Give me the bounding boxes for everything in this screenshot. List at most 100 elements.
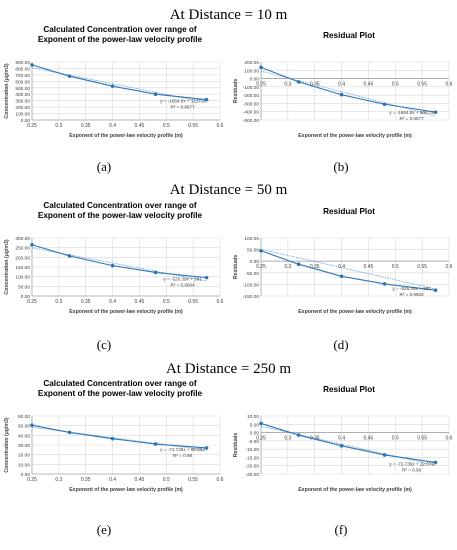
panel-label-c: (c) (96, 337, 112, 352)
trendline-equation: y = -526.39x + 381 (163, 277, 202, 282)
data-point (30, 63, 34, 67)
trendline-r2: R² = 0.9677 (400, 116, 425, 121)
x-tick-label: 0.45 (135, 477, 145, 483)
x-tick-label: 0.45 (364, 264, 374, 270)
x-tick-label: 0.45 (364, 436, 374, 442)
y-tick-label: 200.00 (244, 60, 259, 66)
panel-label-d: (d) (333, 337, 349, 352)
y-tick-label: 100.00 (244, 236, 259, 242)
data-point (259, 248, 263, 253)
x-tick-label: 0.6 (217, 123, 224, 129)
x-tick-label: 0.6 (217, 477, 224, 483)
data-point (110, 263, 115, 268)
y-tick-label: 400.00 (15, 92, 30, 98)
y-tick-label: -20.00 (245, 464, 259, 470)
y-tick-label: -100.00 (243, 85, 260, 91)
data-point (153, 92, 158, 97)
data-point (296, 262, 301, 267)
y-tick-label: 10.00 (247, 414, 259, 420)
chart-title-line: Exponent of the power-law velocity profi… (38, 389, 203, 398)
y-tick-label: 200.00 (15, 105, 30, 111)
x-tick-label: 0.3 (284, 436, 291, 442)
x-tick-label: 0.35 (310, 264, 320, 270)
data-point (30, 423, 34, 427)
x-tick-label: 0.35 (81, 477, 91, 483)
x-tick-label: 0.25 (256, 264, 266, 270)
y-tick-label: 900.00 (15, 60, 30, 66)
y-axis-title: Concentration (µg/m3) (4, 239, 10, 294)
y-tick-label: 40.00 (18, 433, 30, 439)
y-tick-label: 0.00 (250, 431, 260, 437)
x-tick-label: 0.3 (55, 123, 62, 129)
data-point (204, 275, 209, 280)
data-point (382, 282, 387, 286)
data-point (204, 97, 209, 102)
y-tick-label: 100.00 (15, 112, 30, 118)
x-tick-label: 0.3 (55, 477, 62, 483)
chart-title-line: Exponent of the power-law velocity profi… (38, 211, 203, 220)
x-tick-label: 0.6 (446, 436, 453, 442)
heading-distance-250: At Distance = 250 m (165, 361, 292, 377)
y-axis-title: Concentration (µg/m3) (4, 417, 10, 472)
panel-label-e: (e) (96, 522, 112, 537)
y-tick-label: 800.00 (15, 66, 30, 72)
data-point (296, 433, 301, 437)
data-point (67, 430, 72, 435)
x-tick-label: 0.45 (135, 299, 145, 305)
trendline-equation: y = -1664.8x + 506.78 (389, 110, 434, 115)
data-point (30, 242, 34, 247)
x-tick-label: 0.25 (256, 436, 266, 442)
y-tick-label: 100.00 (15, 275, 30, 281)
data-point (433, 288, 438, 292)
y-axis-title: Residuals (233, 433, 239, 458)
y-tick-label: 0.00 (250, 77, 260, 83)
y-axis-title: Residuals (233, 79, 239, 104)
x-tick-label: 0.3 (284, 264, 291, 270)
data-point (259, 421, 263, 426)
panel-label-b: (b) (333, 159, 349, 174)
y-axis-title: Concentration (µg/m3) (4, 63, 10, 118)
y-tick-label: -150.00 (243, 294, 260, 300)
data-point (339, 444, 344, 448)
y-tick-label: -25.00 (245, 472, 259, 478)
y-tick-label: 5.00 (250, 422, 260, 428)
y-axis-title: Residuals (233, 255, 239, 280)
chart-title-line: Residual Plot (323, 385, 375, 394)
heading-distance-50: At Distance = 50 m (169, 182, 288, 198)
y-tick-label: -100.00 (243, 282, 260, 288)
x-tick-label: 0.25 (27, 299, 37, 305)
x-axis-title: Exponent of the power-law velocity profi… (69, 133, 183, 139)
x-tick-label: 0.45 (135, 123, 145, 129)
x-tick-label: 0.25 (27, 477, 37, 483)
y-tick-label: 200.00 (15, 255, 30, 261)
data-point (153, 442, 158, 446)
y-tick-label: 0.00 (21, 472, 31, 478)
data-point (110, 84, 115, 88)
data-point (382, 102, 387, 107)
x-tick-label: 0.5 (392, 264, 399, 270)
trendline-equation: y = -1664.8x + 1227.8 (160, 99, 205, 104)
x-tick-label: 0.4 (109, 477, 116, 483)
x-tick-label: 0.4 (338, 436, 345, 442)
trendline-r2: R² = 0.98 (402, 467, 421, 472)
y-tick-label: 60.00 (18, 414, 30, 420)
x-tick-label: 0.55 (188, 123, 198, 129)
x-tick-label: 0.3 (55, 299, 62, 305)
x-tick-label: 0.4 (109, 123, 116, 129)
x-tick-label: 0.45 (364, 82, 374, 88)
y-tick-label: -50.00 (245, 271, 259, 277)
series-line (31, 244, 207, 279)
data-point (296, 80, 301, 84)
y-tick-label: -5.00 (248, 439, 259, 445)
data-point (382, 453, 387, 457)
data-point (433, 110, 438, 114)
x-tick-label: 0.55 (188, 299, 198, 305)
chart-concentration-10m: Calculated Concentration over range ofEx… (4, 25, 224, 139)
y-tick-label: 600.00 (15, 79, 30, 85)
data-point (153, 270, 158, 275)
trendline-r2: R² = 0.98 (173, 453, 192, 458)
x-tick-label: 0.5 (163, 477, 170, 483)
trendline-equation: y = -72.736x + 22.076 (389, 461, 434, 466)
trendline-r2: R² = 0.9604 (400, 292, 425, 297)
data-point (259, 65, 263, 70)
